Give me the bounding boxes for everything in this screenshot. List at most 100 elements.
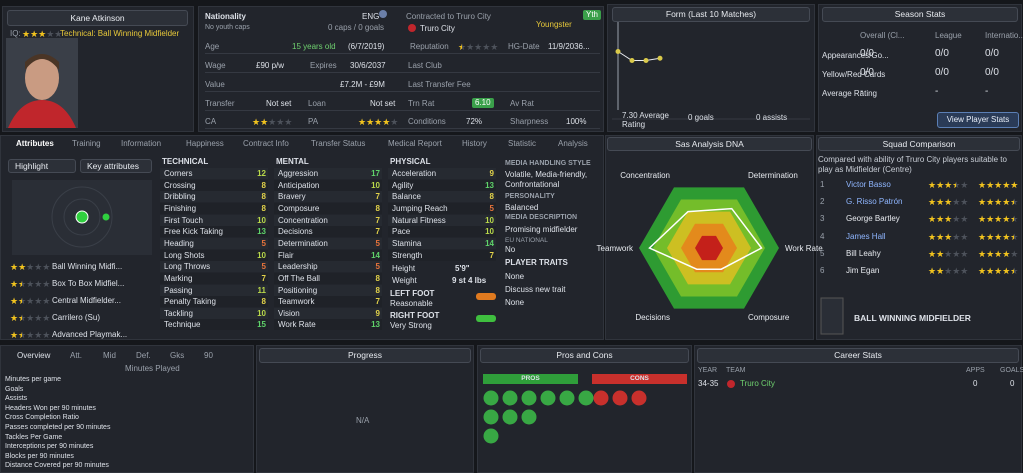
- star-rating: [978, 180, 1018, 190]
- attribute-name: Finishing: [164, 203, 197, 213]
- position-dot: [75, 210, 89, 224]
- label: Expires: [310, 61, 337, 70]
- attribute-value: 11: [257, 285, 266, 295]
- overview-tab[interactable]: Att.: [70, 351, 83, 360]
- season-column: Internatio...: [985, 31, 1023, 40]
- label: Weight: [392, 276, 417, 285]
- star-rating: [928, 266, 968, 276]
- overview-tab[interactable]: Overview: [17, 351, 51, 360]
- star-fill: [928, 214, 952, 224]
- attribute-value: 14: [485, 238, 494, 248]
- attribute-value: 9: [489, 169, 494, 178]
- star-fill: [928, 197, 952, 207]
- season-value: 0/0: [985, 48, 999, 59]
- star-rating: [10, 279, 50, 289]
- loan: Not set: [370, 99, 396, 108]
- media-text: Volatile, Media-friendly, Confrontationa…: [505, 170, 588, 189]
- star-rating: [978, 266, 1018, 276]
- star-fill: [10, 330, 22, 340]
- season-value: 0/0: [860, 67, 874, 78]
- label: LEFT FOOT: [390, 289, 435, 298]
- club-badge: [727, 380, 735, 388]
- key-attributes-dropdown[interactable]: Key attributes: [80, 159, 152, 173]
- view-stats-button[interactable]: View Player Stats: [937, 112, 1019, 128]
- attribute-row: [160, 237, 268, 249]
- attribute-row: [274, 296, 382, 308]
- career-column: GOALS: [1000, 367, 1023, 374]
- form-point: [657, 55, 663, 61]
- role-name: Central Midfielder...: [52, 296, 121, 305]
- attribute-name: Heading: [164, 238, 194, 248]
- tab[interactable]: Training: [72, 139, 101, 148]
- nation: ENG: [362, 12, 380, 21]
- attribute-name: Technique: [164, 320, 201, 330]
- star-rating: [10, 313, 50, 323]
- attribute-group-title: PHYSICAL: [390, 157, 431, 166]
- status-tag: Yth: [583, 10, 602, 20]
- media-text: None: [505, 298, 525, 307]
- media-text: None: [505, 272, 525, 281]
- season-value: 0/0: [935, 48, 949, 59]
- tab[interactable]: History: [462, 139, 487, 148]
- attribute-value: 5: [261, 262, 266, 272]
- season-value: 0/0: [860, 48, 874, 59]
- tab[interactable]: Contract Info: [243, 139, 289, 148]
- pa-stars: [358, 117, 398, 127]
- pro-icon: [502, 390, 518, 406]
- highlight-dropdown[interactable]: Highlight: [8, 159, 76, 173]
- attribute-name: Positioning: [278, 285, 318, 295]
- expires: 30/6/2037: [350, 61, 386, 70]
- tab[interactable]: Medical Report: [388, 139, 442, 148]
- attribute-name: Passing: [164, 285, 193, 295]
- trn-rat: 6.10: [472, 98, 494, 108]
- label: Age: [205, 42, 220, 51]
- star-rating: [978, 197, 1018, 207]
- radar-label: Concentration: [620, 171, 670, 180]
- attribute-value: 9: [375, 308, 380, 318]
- attribute-name: Strength: [392, 250, 423, 260]
- pro-icon: [540, 390, 556, 406]
- tab[interactable]: Analysis: [558, 139, 588, 148]
- attribute-group-title: TECHNICAL: [162, 157, 209, 166]
- tab[interactable]: Statistic: [508, 139, 537, 148]
- career-title: Career Stats: [697, 348, 1019, 363]
- rank: 6: [820, 266, 825, 275]
- star-fill: [10, 313, 22, 323]
- label: CA: [205, 117, 217, 126]
- overview-row: Distance Covered per 90 minutes: [5, 462, 109, 470]
- overview-tab[interactable]: Def.: [136, 351, 151, 360]
- tab[interactable]: Transfer Status: [311, 139, 366, 148]
- pros-label: PROS: [483, 374, 578, 384]
- attribute-name: Off The Ball: [278, 273, 320, 283]
- season-column: Overall (Cl...: [860, 31, 905, 40]
- tab[interactable]: Information: [121, 139, 162, 148]
- attribute-name: Long Shots: [164, 250, 205, 260]
- overview-tab[interactable]: 90: [204, 351, 213, 360]
- overview-tab[interactable]: Gks: [170, 351, 185, 360]
- attribute-value: 8: [261, 192, 266, 202]
- star-rating: [928, 249, 968, 259]
- role-name: Advanced Playmak...: [52, 330, 128, 339]
- attribute-name: Anticipation: [278, 180, 320, 190]
- discuss-trait[interactable]: Discuss new trait: [505, 285, 566, 294]
- overview-row: Goals: [5, 385, 24, 393]
- star-fill: [928, 266, 944, 276]
- pro-icon: [559, 390, 575, 406]
- attribute-value: 10: [257, 215, 266, 225]
- overview-row: Cross Completion Ratio: [5, 414, 79, 422]
- attribute-value: 7: [489, 250, 494, 260]
- star-fill: [22, 29, 46, 39]
- attribute-value: 13: [485, 180, 494, 190]
- tab[interactable]: Attributes: [16, 139, 54, 148]
- star-rating: [10, 296, 50, 306]
- attribute-row: [388, 249, 496, 261]
- overview-tab[interactable]: Mid: [103, 351, 116, 360]
- attribute-name: Acceleration: [392, 169, 437, 178]
- con-icon: [593, 390, 609, 406]
- attribute-row: [160, 179, 268, 191]
- overview-heading: Minutes Played: [125, 364, 180, 373]
- star-fill: [252, 117, 268, 127]
- career-apps: 0: [973, 379, 978, 388]
- attribute-row: [388, 179, 496, 191]
- tab[interactable]: Happiness: [186, 139, 224, 148]
